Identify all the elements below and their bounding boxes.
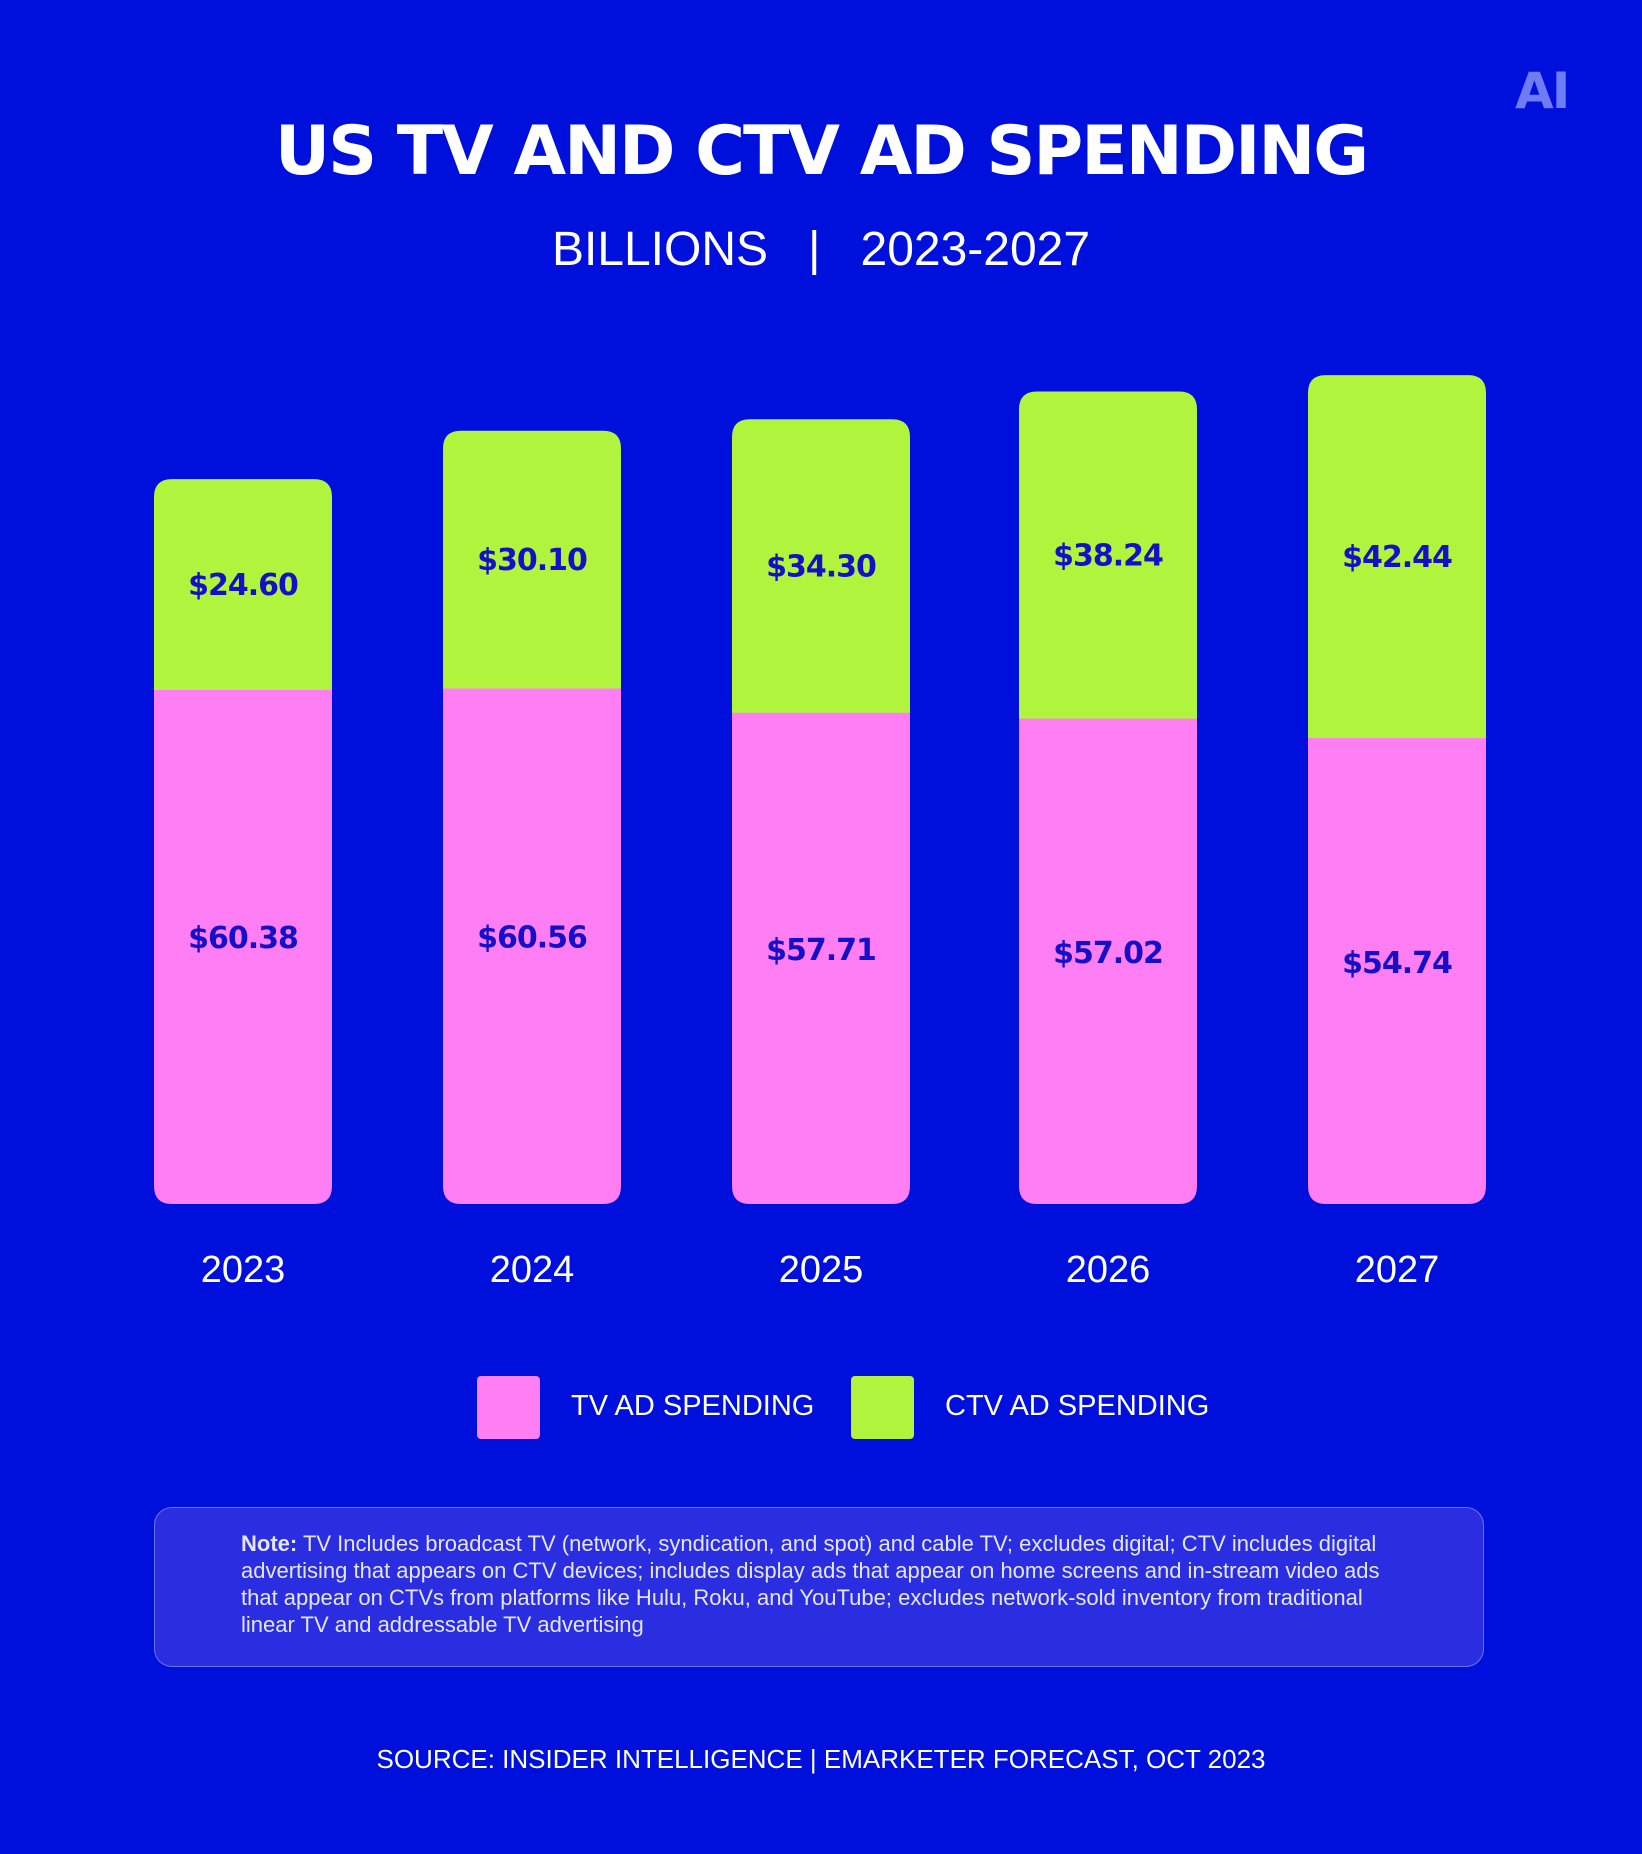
x-tick-label-2027: 2027 bbox=[1355, 1249, 1440, 1291]
bar-ctv-2027 bbox=[1308, 375, 1486, 739]
value-label-tv-2026: $57.02 bbox=[1053, 936, 1163, 971]
bar-tv-2024 bbox=[443, 687, 621, 1204]
bar-ctv-2023 bbox=[154, 479, 332, 690]
bar-tv-2026 bbox=[1019, 717, 1197, 1204]
legend-swatch-ctv bbox=[851, 1376, 914, 1439]
value-label-ctv-2027: $42.44 bbox=[1342, 540, 1452, 575]
bar-ctv-2025 bbox=[732, 419, 910, 713]
note-label: Note: bbox=[241, 1531, 298, 1556]
value-label-ctv-2026: $38.24 bbox=[1053, 539, 1163, 574]
bar-ctv-2026 bbox=[1019, 391, 1197, 719]
x-tick-label-2025: 2025 bbox=[779, 1249, 864, 1291]
note-body: TV Includes broadcast TV (network, syndi… bbox=[241, 1531, 1380, 1637]
note-box: Note: TV Includes broadcast TV (network,… bbox=[154, 1507, 1484, 1667]
value-label-ctv-2025: $34.30 bbox=[766, 549, 876, 584]
bar-tv-2027 bbox=[1308, 737, 1486, 1204]
bar-tv-2023 bbox=[154, 689, 332, 1204]
legend-swatch-tv bbox=[477, 1376, 540, 1439]
chart-title: US TV AND CTV AD SPENDING bbox=[274, 112, 1369, 191]
legend-label-tv: TV AD SPENDING bbox=[571, 1390, 815, 1422]
x-tick-label-2026: 2026 bbox=[1066, 1249, 1151, 1291]
value-label-ctv-2023: $24.60 bbox=[188, 568, 298, 603]
legend-label-ctv: CTV AD SPENDING bbox=[945, 1390, 1210, 1422]
value-label-tv-2027: $54.74 bbox=[1342, 946, 1452, 981]
bar-ctv-2024 bbox=[443, 430, 621, 689]
brand-logo: AI bbox=[1515, 62, 1570, 120]
note-text: Note: TV Includes broadcast TV (network,… bbox=[241, 1530, 1401, 1638]
chart-legend: TV AD SPENDING CTV AD SPENDING bbox=[0, 1376, 1642, 1440]
value-label-tv-2025: $57.71 bbox=[766, 933, 876, 968]
value-label-tv-2024: $60.56 bbox=[477, 920, 587, 955]
value-label-tv-2023: $60.38 bbox=[188, 921, 298, 956]
stacked-bar-chart: $60.38 $24.60 2023 $60.56 $30.10 2024 $57.71 $3… bbox=[154, 375, 1486, 1291]
x-tick-label-2023: 2023 bbox=[201, 1249, 286, 1291]
bar-tv-2025 bbox=[732, 711, 910, 1204]
source-line: SOURCE: INSIDER INTELLIGENCE | EMARKETER… bbox=[376, 1744, 1266, 1774]
x-tick-label-2024: 2024 bbox=[490, 1249, 575, 1291]
chart-subtitle: BILLIONS | 2023-2027 bbox=[551, 223, 1091, 276]
value-label-ctv-2024: $30.10 bbox=[477, 543, 587, 578]
